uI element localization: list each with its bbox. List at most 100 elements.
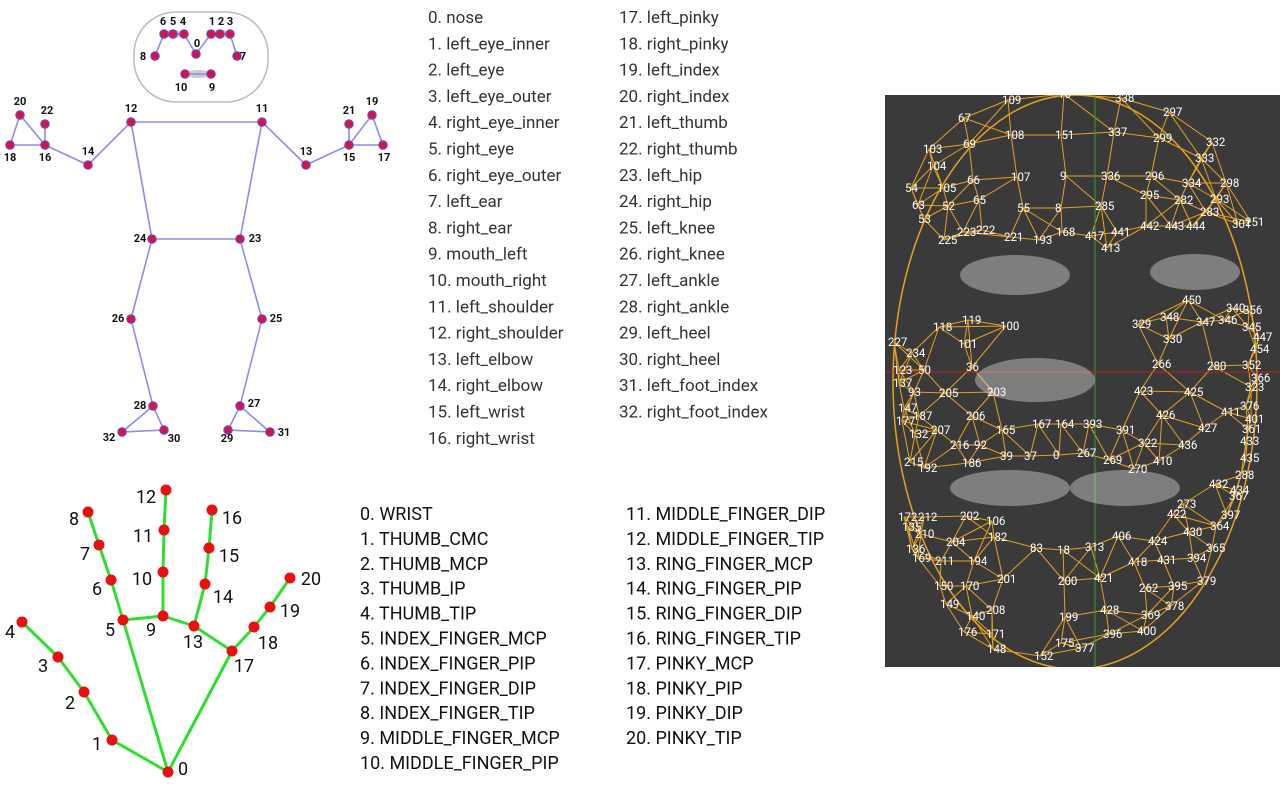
mesh-edge [963,319,969,345]
face-landmark-label: 83 [1030,541,1043,555]
pose-landmark-label: 4 [180,15,187,28]
mesh-edge [947,205,964,233]
face-landmark-label: 406 [1112,529,1131,543]
face-landmark-label: 150 [934,579,953,593]
mesh-edge [1211,525,1217,549]
pose-list-item: 24. right_hip [619,192,712,212]
mesh-edge [923,515,967,518]
face-landmark-label: 171 [986,627,1005,641]
mesh-edge [1139,363,1159,392]
mesh-edge [1143,414,1163,444]
mesh-edge [1064,609,1107,618]
hand-connection [20,620,60,659]
mesh-edge [1105,609,1144,632]
mesh-edge [1016,176,1024,209]
hand-connection [121,619,170,773]
face-landmark-label: 55 [1017,201,1030,215]
face-landmark-label: 293 [1210,192,1229,206]
face-landmark-label: 202 [960,509,980,523]
mesh-edge [938,326,965,345]
pose-landmark [40,119,50,129]
mesh-edge [1168,111,1202,159]
face-landmark-label: 340 [1226,301,1245,315]
mesh-edge [1009,236,1040,241]
pose-landmark [126,314,136,324]
hand-list: 0. WRIST 1. THUMB_CMC 2. THUMB_MCP 3. THUMB… [360,504,825,774]
face-landmark-label: 365 [1206,541,1226,555]
mesh-edge [967,319,1007,327]
mesh-edge [917,533,922,559]
face-landmark-label: 428 [1100,603,1119,617]
mesh-edge [1144,587,1172,607]
pose-landmark [179,29,189,39]
mesh-edge [1105,609,1110,635]
pose-list-item: 4. right_eye_inner [428,113,560,133]
mesh-edge [911,516,925,550]
mesh-edge [923,205,949,220]
pose-landmark-label: 24 [134,232,147,245]
face-landmark-label: 169 [912,551,931,565]
mesh-edge [1133,561,1146,589]
mesh-edge [991,578,1004,611]
face-landmark-label: 262 [1139,581,1159,595]
mesh-edge [1137,316,1167,325]
pose-connection [348,114,373,146]
mesh-edge [965,515,993,522]
face-landmark-label: 54 [905,181,918,195]
pose-list-item: 22. right_thumb [619,140,738,160]
pose-landmark [235,401,245,411]
face-landmark-label: 135 [902,520,922,534]
mesh-edge [1158,414,1163,462]
pose-list-item: 30. right_heel [619,350,720,370]
pose-list-item: 25. left_knee [619,218,715,238]
face-landmark-label: 431 [1157,553,1176,567]
pose-landmark-label: 21 [343,104,356,117]
face-landmark-label: 210 [915,527,934,541]
mesh-edge [936,429,957,446]
face-landmark-label: 454 [1250,342,1270,356]
mesh-edge [1161,414,1205,429]
mesh-edge [918,415,938,431]
pose-list-item: 21. left_thumb [619,113,728,133]
mesh-edge [1064,95,1115,133]
mesh-edge [971,415,1003,431]
mesh-edge [1061,231,1092,237]
face-landmark-label: 152 [1034,649,1054,663]
mesh-edge [1062,549,1065,582]
dense-landmark-cluster [960,255,1070,295]
pose-landmark [191,49,201,59]
hand-landmark [206,504,218,516]
mesh-edge [1237,221,1252,225]
face-landmark-label: 103 [923,142,942,156]
mesh-edge [1245,405,1252,420]
mesh-edge [1214,474,1242,485]
hand-connection [109,579,125,621]
mesh-edge [903,407,916,435]
mesh-edge [1202,547,1213,582]
face-landmark-label: 379 [1197,574,1216,588]
pose-list-item: 10. mouth_right [428,271,547,291]
mesh-edge [1142,605,1172,632]
dense-landmark-cluster [950,470,1070,506]
mesh-edge [965,515,995,538]
mesh-edge [971,609,993,617]
mesh-edge [1231,307,1249,328]
pose-landmark-label: 26 [112,312,125,325]
mesh-edge [1247,336,1260,366]
mesh-edge [1168,299,1189,340]
pose-connection [9,114,21,146]
pose-landmark [223,425,233,435]
pose-landmark [344,119,354,129]
mesh-edge [932,165,944,189]
mesh-edge [1188,531,1194,559]
hand-landmark [248,621,260,633]
mesh-edge [1063,580,1066,618]
hand-landmark-label: 13 [183,632,203,653]
mesh-edge [1183,427,1205,446]
mesh-edge [1035,547,1065,582]
hand-connection [162,489,168,531]
mesh-edge [1137,299,1189,325]
mesh-edge [944,392,973,417]
pose-landmark-label: 30 [168,432,181,445]
